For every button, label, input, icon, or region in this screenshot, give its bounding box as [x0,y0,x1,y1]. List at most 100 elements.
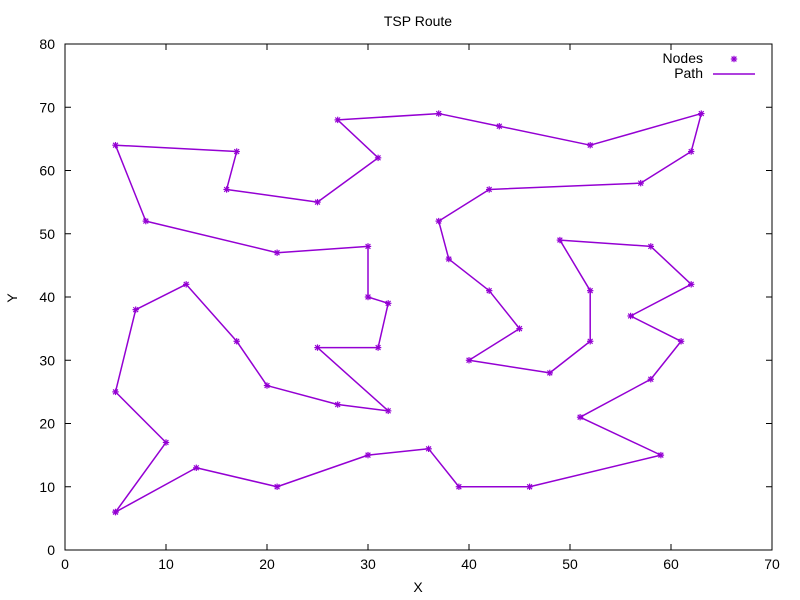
node-marker-stroke [587,142,594,149]
node-marker-stroke [334,117,341,123]
node-marker [587,338,594,345]
node-marker-stroke [375,155,381,161]
node-marker-stroke [112,509,119,515]
y-tick-label: 30 [39,352,55,368]
node-marker-stroke [557,237,563,243]
node-marker-stroke [516,325,523,332]
node-marker-stroke [163,439,169,446]
node-marker-stroke [546,370,553,376]
node-marker [526,483,533,490]
node-marker-stroke [112,142,119,149]
node-marker [516,325,523,332]
node-marker-stroke [223,186,230,193]
y-tick-label: 80 [39,36,55,52]
node-marker-stroke [365,452,371,458]
node-marker-stroke [365,243,371,250]
legend-path-label: Path [674,65,703,81]
node-marker [183,281,190,288]
node-marker [142,217,149,225]
node-marker-stroke [647,243,654,250]
node-marker [496,123,503,130]
node-marker-stroke [698,110,705,117]
x-tick-label: 10 [158,556,174,572]
node-marker-stroke [233,148,240,155]
legend-node-marker [730,55,738,63]
y-tick-label: 0 [47,542,55,558]
node-marker [233,338,240,345]
x-tick-label: 30 [360,556,376,572]
node-marker [556,236,564,244]
node-marker [546,369,553,377]
node-marker-stroke [445,256,452,262]
node-marker [465,357,473,364]
node-marker [132,306,139,313]
node-marker-stroke [456,483,462,490]
node-marker-stroke [688,148,695,155]
node-marker-stroke [466,357,472,364]
node-marker [455,483,463,490]
node-marker [385,407,392,415]
node-marker [435,110,442,117]
node-marker-stroke [334,401,341,408]
y-axis-label: Y [4,293,20,303]
node-marker-stroke [627,313,634,319]
node-marker [314,344,321,351]
node-marker [435,217,442,225]
node-marker-stroke [193,464,200,471]
y-tick-label: 70 [39,99,55,115]
node-marker [425,445,432,452]
node-marker-stroke [435,218,442,224]
node-series [112,110,705,516]
node-marker-stroke [486,287,493,294]
y-axis-ticks: 0 10 20 30 40 50 60 70 80 [39,36,772,558]
y-tick-label: 50 [39,226,55,242]
node-marker [576,413,584,421]
y-tick-label: 10 [39,479,55,495]
x-tick-label: 40 [461,556,477,572]
node-marker-stroke [496,123,503,130]
node-marker [223,186,230,193]
x-tick-label: 20 [259,556,275,572]
node-marker [364,451,372,459]
x-axis-label: X [413,579,423,595]
node-marker-stroke [637,180,644,186]
node-marker-stroke [385,300,392,307]
node-marker-stroke [435,110,442,117]
node-marker-stroke [314,199,321,205]
node-marker [112,388,119,396]
node-marker-stroke [486,186,493,193]
node-marker [486,287,493,294]
node-marker-stroke [365,294,371,300]
node-marker [334,116,341,124]
node-marker-stroke [526,483,533,490]
node-marker-stroke [688,281,695,288]
node-marker [374,154,382,162]
node-marker [587,142,594,149]
chart-title: TSP Route [384,13,452,29]
node-marker [698,110,705,117]
node-marker-stroke [587,338,594,345]
node-marker-stroke [647,376,654,383]
x-tick-label: 0 [61,556,69,572]
node-marker [193,464,200,471]
node-marker-stroke [183,281,190,288]
node-marker [273,249,281,256]
node-marker [587,287,594,294]
node-marker [233,148,240,155]
node-marker [657,451,665,459]
x-tick-label: 60 [663,556,679,572]
node-marker [263,382,271,389]
node-marker [273,483,281,490]
node-marker-stroke [142,218,149,224]
node-marker-stroke [658,452,664,458]
node-marker [112,508,119,516]
node-marker-stroke [425,445,432,452]
node-marker-stroke [274,483,280,490]
node-marker [688,148,695,155]
node-marker [445,255,452,263]
legend: Nodes Path [663,50,755,81]
node-marker-stroke [132,306,139,313]
node-marker-stroke [233,338,240,345]
node-marker-stroke [112,389,119,395]
